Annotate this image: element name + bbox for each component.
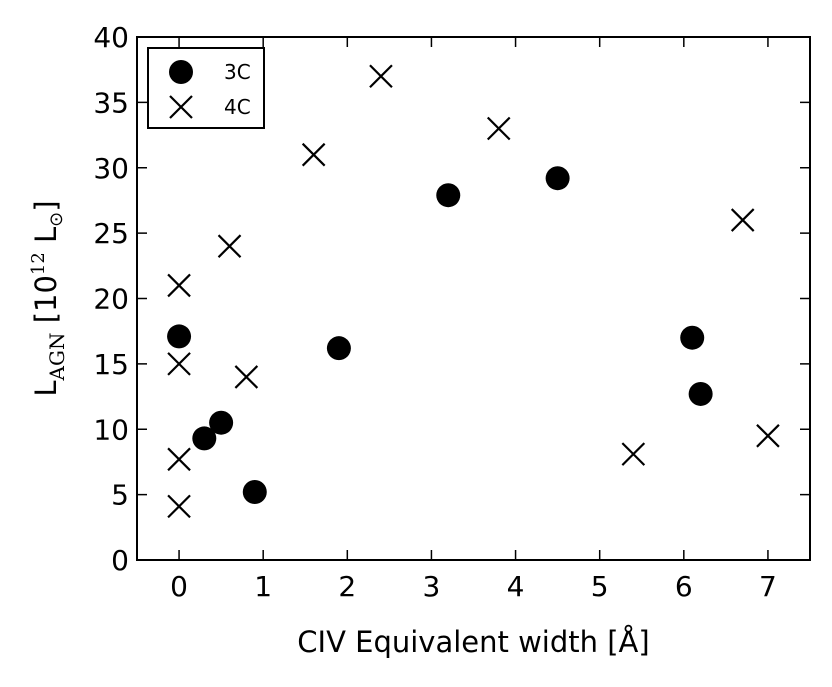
data-point-4c	[756, 424, 780, 448]
x-tick-label: 7	[759, 570, 777, 603]
data-point-3c	[680, 325, 705, 350]
ticks-layer: 0 1 2 3 4 5 6 7 0 5 10 15 20 25 30 35 40	[93, 21, 810, 603]
y-tick-label: 20	[93, 283, 129, 316]
data-point-4c	[301, 142, 326, 167]
y-tick-label: 25	[93, 217, 129, 250]
x-tick-label: 2	[338, 570, 356, 603]
x-tick-label: 6	[675, 570, 693, 603]
y-label-exponent: 12	[28, 252, 49, 275]
legend: 3C 4C	[147, 47, 265, 129]
data-point-4c	[369, 64, 393, 89]
y-label-sun-symbol: ⊙	[46, 212, 67, 227]
data-point-3c	[326, 336, 351, 361]
data-point-3c	[545, 166, 570, 191]
y-label-subscript: AGN	[45, 333, 69, 382]
data-point-4c	[167, 447, 191, 472]
y-label-main: L	[29, 380, 63, 396]
data-point-4c	[167, 494, 191, 519]
data-point-4c	[217, 234, 242, 258]
y-label-unit-open: [10	[29, 275, 63, 332]
x-axis-label: CIV Equivalent width [Å]	[297, 625, 649, 659]
data-point-3c	[436, 183, 461, 208]
legend-label-4c: 4C	[224, 95, 251, 119]
data-point-3c	[209, 410, 234, 435]
y-axis-label: LAGN [1012 L⊙]	[28, 200, 69, 396]
x-tick-label: 4	[507, 570, 525, 603]
data-point-4c	[167, 352, 191, 376]
y-tick-label: 40	[93, 21, 129, 54]
legend-label-3c: 3C	[224, 60, 251, 84]
data-point-3c	[167, 324, 192, 349]
data-point-4c	[234, 365, 259, 389]
data-point-4c	[486, 116, 511, 141]
data-points	[167, 64, 780, 519]
legend-box	[147, 47, 265, 129]
x-tick-label: 5	[591, 570, 609, 603]
x-tick-label: 0	[170, 570, 188, 603]
y-label-unit-close: ]	[29, 200, 63, 211]
legend-marker-3c	[169, 60, 193, 84]
data-point-3c	[688, 381, 713, 406]
data-point-4c	[730, 208, 755, 232]
y-label-unit-L: L	[29, 227, 63, 252]
y-tick-label: 10	[93, 413, 129, 446]
plot-frame	[136, 36, 811, 561]
y-tick-label: 15	[93, 348, 129, 381]
y-tick-label: 0	[111, 544, 129, 577]
data-point-3c	[192, 426, 217, 451]
y-tick-label: 30	[93, 152, 129, 185]
y-tick-label: 35	[93, 86, 129, 119]
y-tick-label: 5	[111, 479, 129, 512]
legend-marker-4c	[169, 95, 193, 119]
data-point-3c	[242, 480, 267, 505]
data-point-4c	[621, 442, 646, 466]
x-tick-label: 1	[254, 570, 272, 603]
data-point-4c	[167, 273, 191, 298]
x-tick-label: 3	[423, 570, 441, 603]
